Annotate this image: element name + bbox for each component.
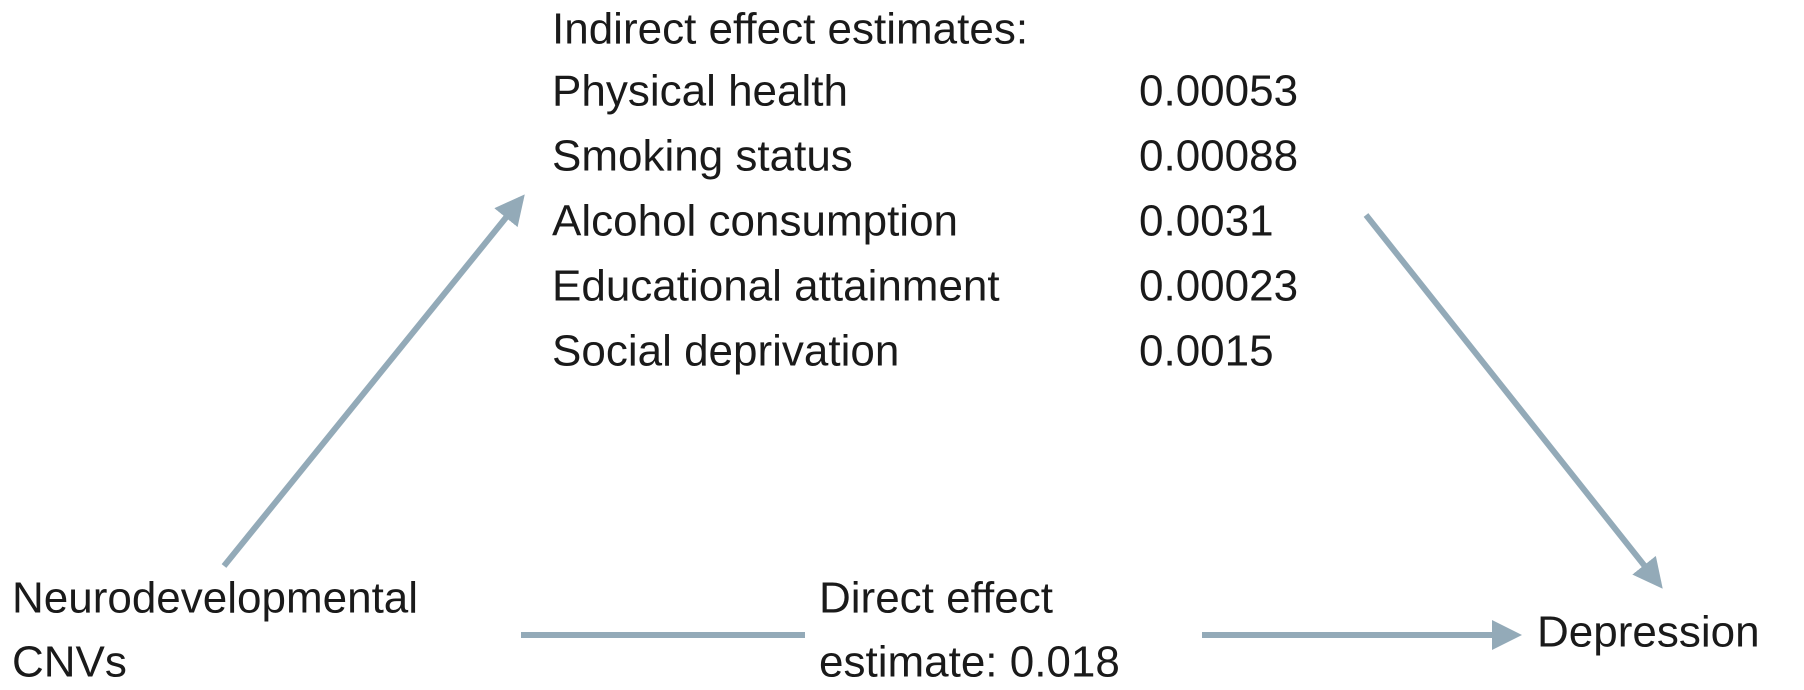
arrow-mediators-outcome [1363, 213, 1663, 589]
mediator-label: Educational attainment [552, 262, 1000, 311]
mediator-value: 0.0015 [1139, 327, 1274, 376]
mediator-list: Physical health 0.00053 Smoking status 0.00… [552, 67, 1298, 376]
mediator-value: 0.00088 [1139, 132, 1298, 181]
mediator-label: Physical health [552, 67, 848, 116]
mediator-value: 0.00053 [1139, 67, 1298, 116]
mediator-value: 0.00023 [1139, 262, 1298, 311]
indirect-title: Indirect effect estimates: [552, 5, 1028, 54]
direct-label: estimate: 0.018 [819, 638, 1120, 687]
exposure-label: CNVs [12, 638, 127, 687]
mediator-value: 0.0031 [1139, 197, 1274, 246]
arrow-exposure-mediators [221, 194, 525, 568]
direct-label: Direct effect [819, 574, 1053, 623]
mediator-label: Alcohol consumption [552, 197, 958, 246]
mediator-label: Smoking status [552, 132, 853, 181]
mediator-label: Social deprivation [552, 327, 899, 376]
exposure-label: Neurodevelopmental [12, 574, 418, 623]
outcome-label: Depression [1537, 608, 1760, 657]
